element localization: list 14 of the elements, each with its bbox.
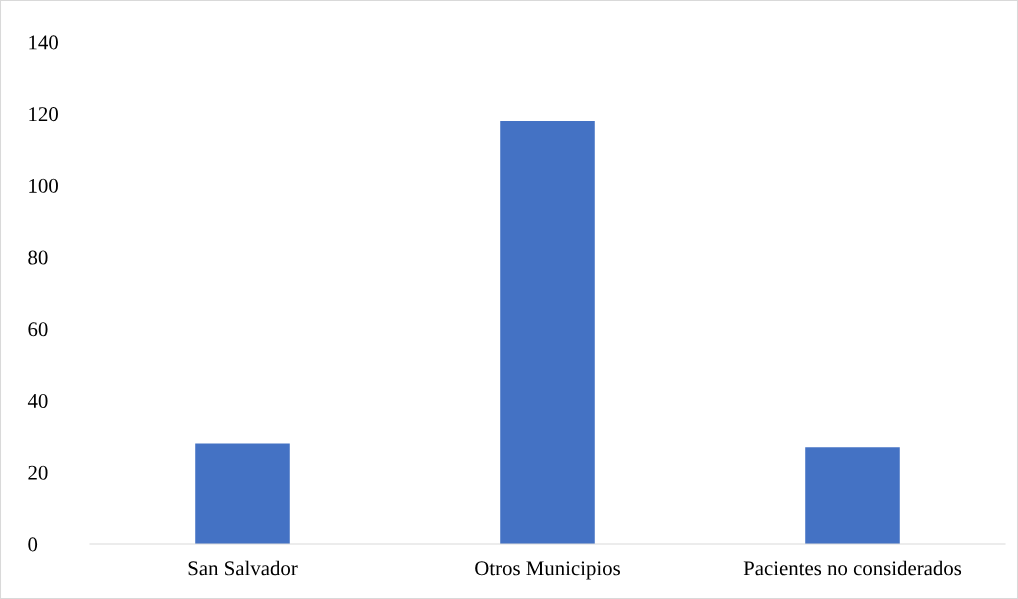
- y-tick-label: 120: [29, 107, 58, 122]
- y-tick-label: 20: [28, 465, 48, 480]
- y-tick-label: 0: [28, 537, 38, 552]
- y-tick-label: 80: [28, 250, 48, 265]
- bar: [500, 120, 595, 544]
- bar: [805, 447, 900, 544]
- y-tick-label: 40: [27, 393, 48, 408]
- bar: [195, 443, 290, 544]
- y-tick-label: 140: [29, 35, 58, 50]
- x-tick-label: San Salvador: [188, 560, 298, 576]
- x-tick-label: Pacientes no considerados: [743, 560, 962, 576]
- y-tick-label: 60: [28, 322, 48, 337]
- x-tick-label: Otros Municipios: [475, 561, 620, 580]
- y-tick-label: 100: [29, 178, 58, 193]
